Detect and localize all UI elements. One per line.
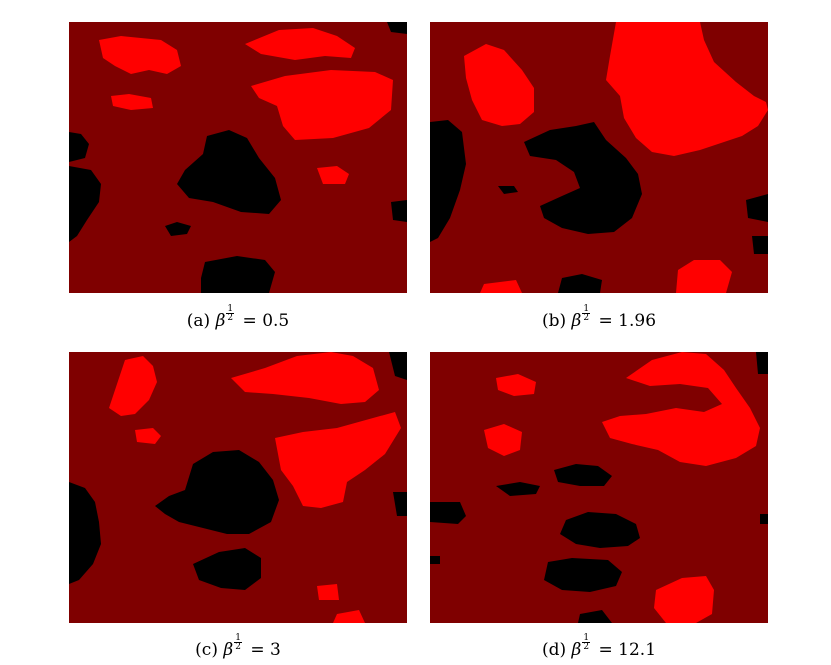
- red-region: [602, 352, 760, 466]
- red-region: [135, 428, 161, 444]
- caption-label: (d): [541, 640, 567, 660]
- red-region: [484, 424, 522, 456]
- caption-label: (a): [186, 311, 211, 331]
- black-region: [69, 166, 101, 242]
- black-region: [554, 464, 612, 486]
- equals-sign: =: [598, 640, 613, 660]
- panel-d-field: [430, 352, 768, 623]
- panel-b-image: [430, 22, 768, 293]
- caption-value: 12.1: [618, 640, 657, 660]
- black-region: [69, 132, 89, 162]
- black-region: [544, 558, 622, 592]
- black-region: [201, 256, 275, 293]
- caption-value: 3: [270, 640, 281, 660]
- black-region: [387, 22, 407, 34]
- caption-value: 1.96: [618, 311, 657, 331]
- black-region: [752, 236, 768, 254]
- red-region: [654, 576, 714, 623]
- red-region: [109, 356, 157, 416]
- panel-c-field: [69, 352, 407, 623]
- equals-sign: =: [242, 311, 257, 331]
- beta-symbol: β: [571, 311, 582, 331]
- red-region: [480, 280, 522, 293]
- black-region: [389, 352, 407, 380]
- black-region: [430, 556, 440, 564]
- red-region: [606, 22, 768, 156]
- red-region: [99, 36, 181, 74]
- panel-a-image: [69, 22, 407, 293]
- panel-c-image: [69, 352, 407, 623]
- red-region: [251, 70, 393, 140]
- red-region: [275, 412, 401, 508]
- black-region: [746, 194, 768, 222]
- black-region: [756, 352, 768, 374]
- black-region: [760, 514, 768, 524]
- caption-label: (b): [541, 311, 567, 331]
- black-region: [430, 120, 466, 242]
- black-region: [193, 548, 261, 590]
- red-region: [245, 28, 355, 60]
- black-region: [524, 122, 642, 234]
- black-region: [578, 610, 612, 623]
- black-region: [391, 200, 407, 222]
- red-region: [317, 584, 339, 600]
- red-region: [676, 260, 732, 293]
- beta-symbol: β: [215, 311, 226, 331]
- caption-label: (c): [195, 640, 218, 660]
- red-region: [333, 610, 365, 623]
- beta-symbol: β: [571, 640, 582, 660]
- red-region: [496, 374, 536, 396]
- black-region: [496, 482, 540, 496]
- caption-value: 0.5: [262, 311, 290, 331]
- black-region: [430, 502, 466, 524]
- black-region: [155, 450, 279, 534]
- black-region: [177, 130, 281, 214]
- red-region: [231, 352, 379, 404]
- red-region: [317, 166, 349, 184]
- black-region: [560, 512, 640, 548]
- black-region: [558, 274, 602, 293]
- panel-a-field: [69, 22, 407, 293]
- panel-d-image: [430, 352, 768, 623]
- beta-symbol: β: [223, 640, 234, 660]
- black-region: [69, 482, 101, 584]
- red-region: [464, 44, 534, 126]
- panel-b-field: [430, 22, 768, 293]
- black-region: [498, 186, 518, 194]
- red-region: [111, 94, 153, 110]
- black-region: [165, 222, 191, 236]
- black-region: [393, 492, 407, 516]
- equals-sign: =: [250, 640, 265, 660]
- equals-sign: =: [598, 311, 613, 331]
